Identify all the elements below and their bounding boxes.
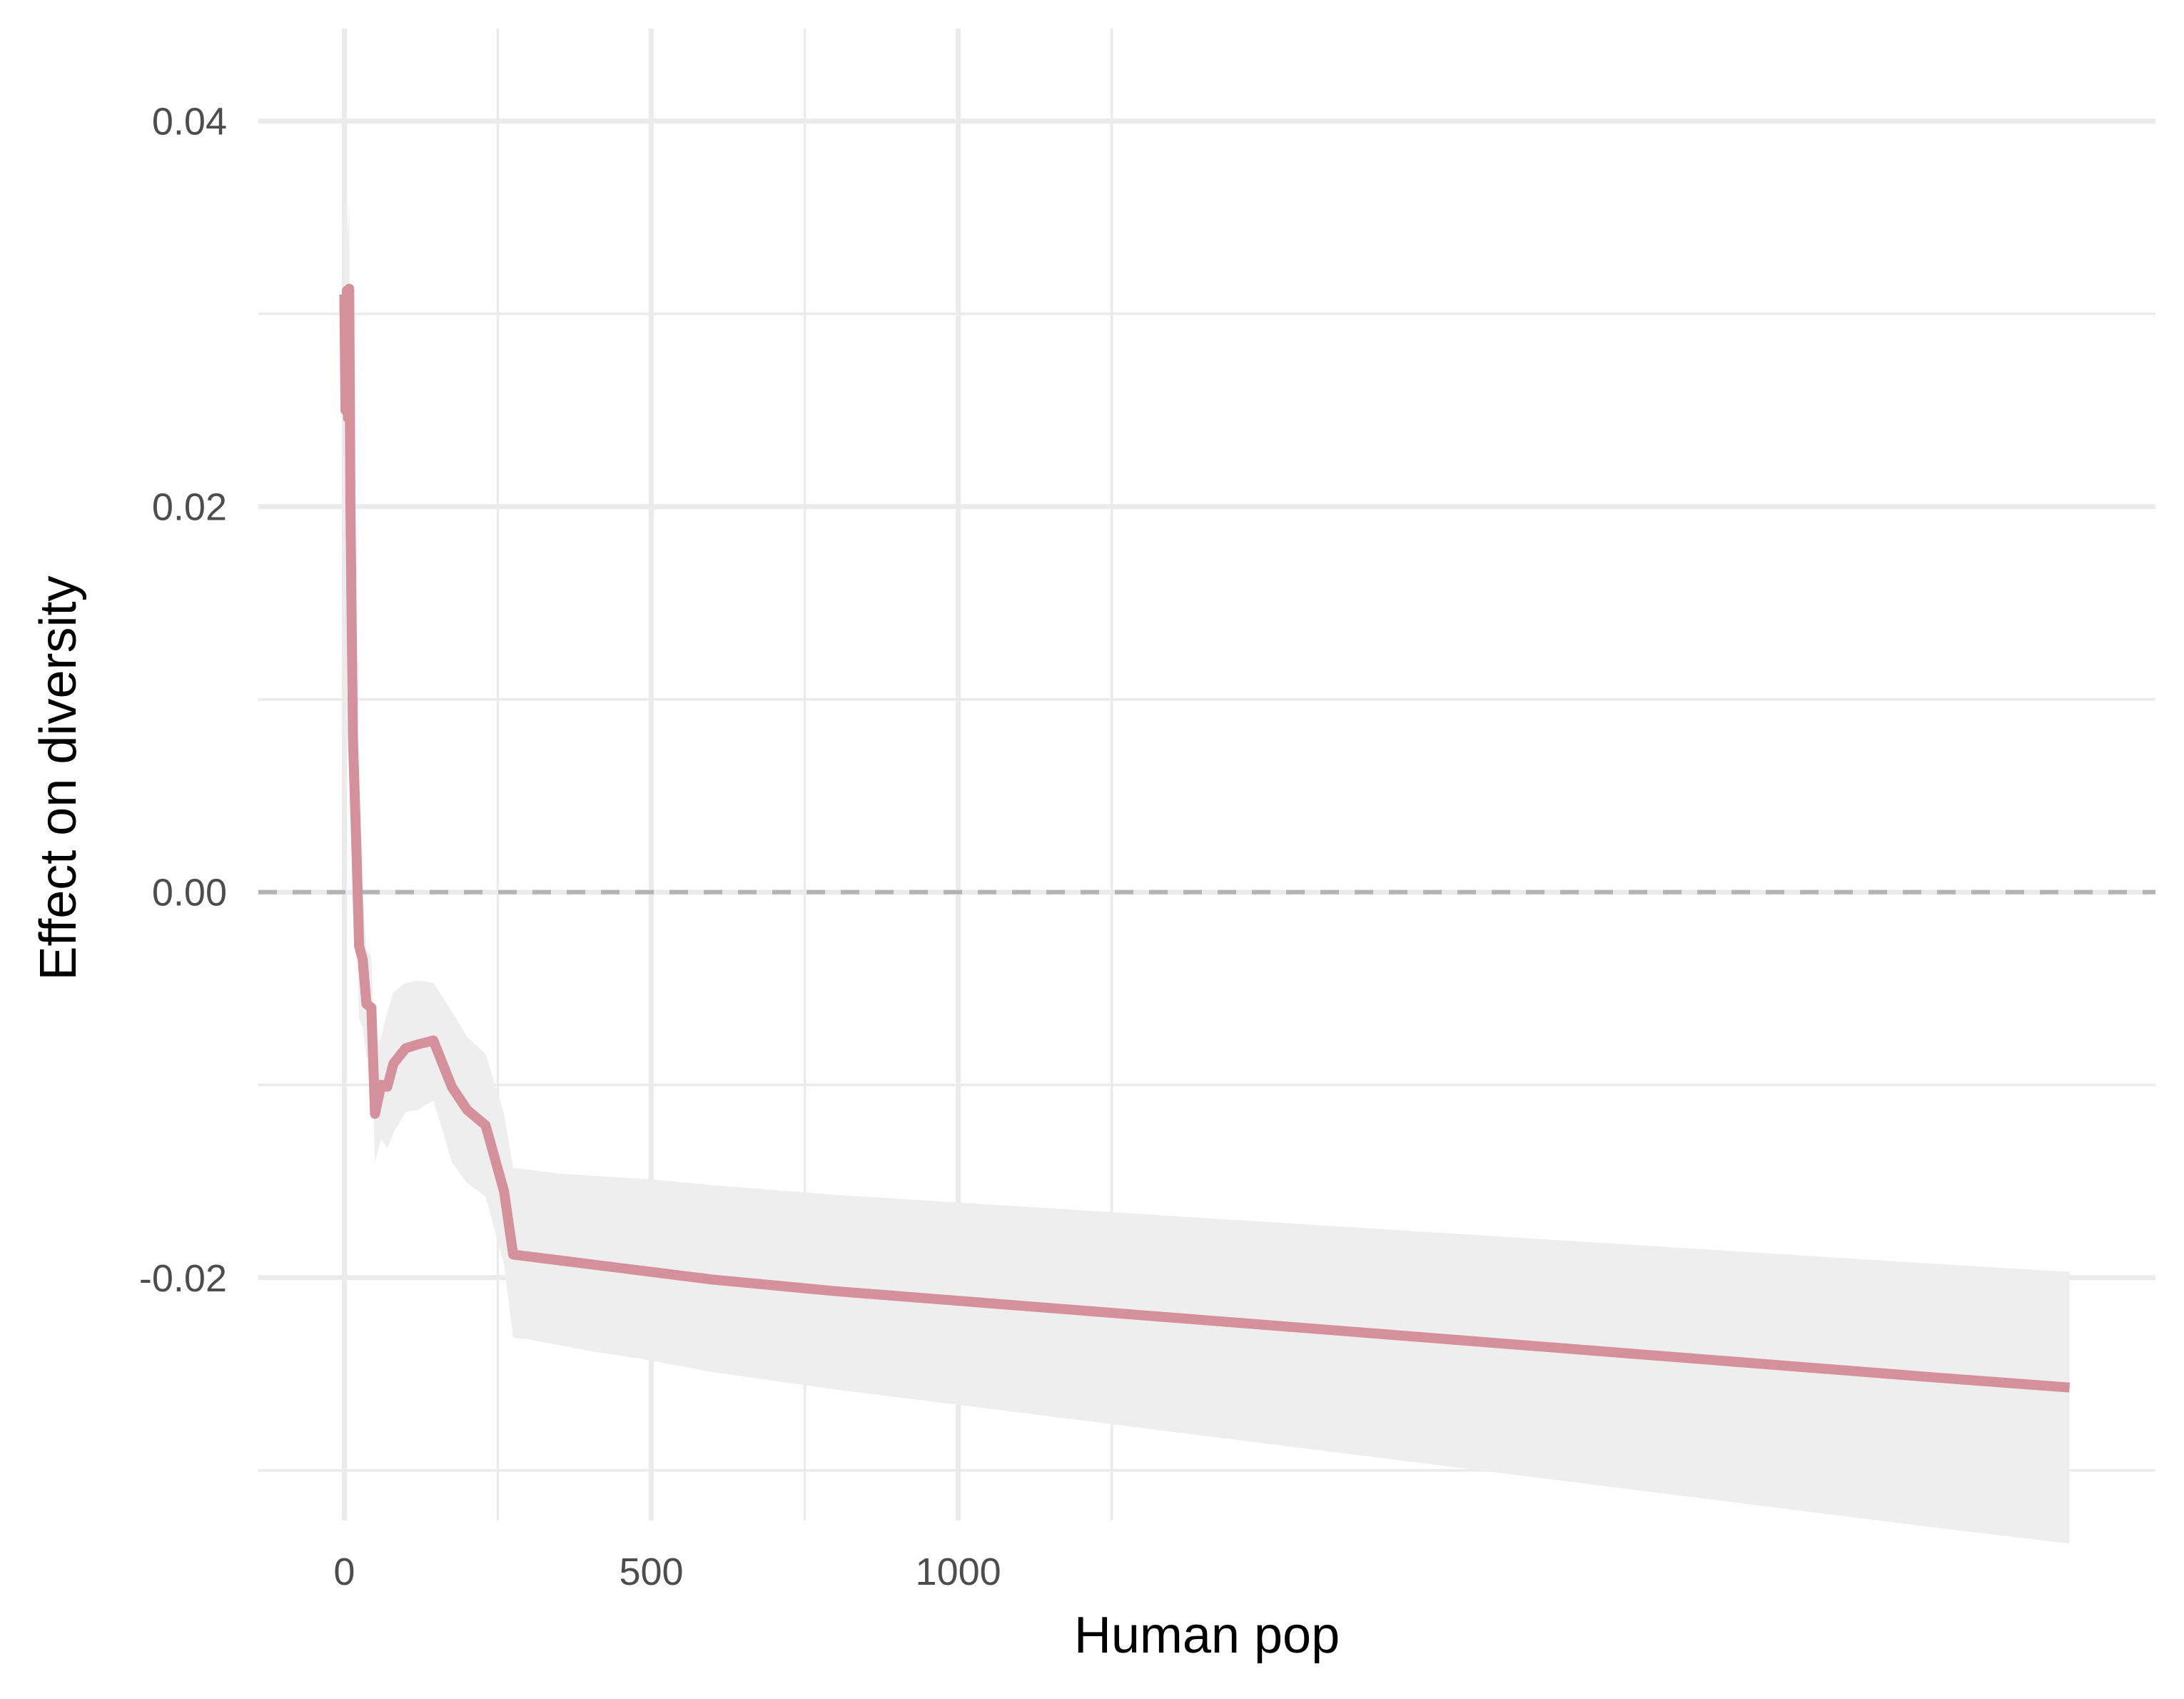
x-tick-label: 500 bbox=[619, 1551, 683, 1593]
y-axis-title: Effect on diversity bbox=[30, 576, 87, 981]
y-tick-label: 0.04 bbox=[152, 101, 227, 143]
y-tick-label: 0.02 bbox=[152, 486, 227, 529]
x-tick-label: 1000 bbox=[916, 1551, 1001, 1593]
confidence-band bbox=[344, 198, 2070, 1544]
x-axis-title: Human pop bbox=[1074, 1607, 1340, 1664]
y-tick-label: -0.02 bbox=[139, 1257, 227, 1300]
y-tick-labels: -0.02 0.00 0.02 0.04 bbox=[139, 101, 227, 1300]
effect-line bbox=[339, 283, 2071, 1393]
effect-line-layer bbox=[339, 283, 2071, 1393]
x-tick-label: 0 bbox=[333, 1551, 355, 1593]
y-tick-label: 0.00 bbox=[152, 872, 227, 914]
confidence-band-layer bbox=[344, 198, 2070, 1544]
x-tick-labels: 0 500 1000 bbox=[333, 1551, 1001, 1593]
